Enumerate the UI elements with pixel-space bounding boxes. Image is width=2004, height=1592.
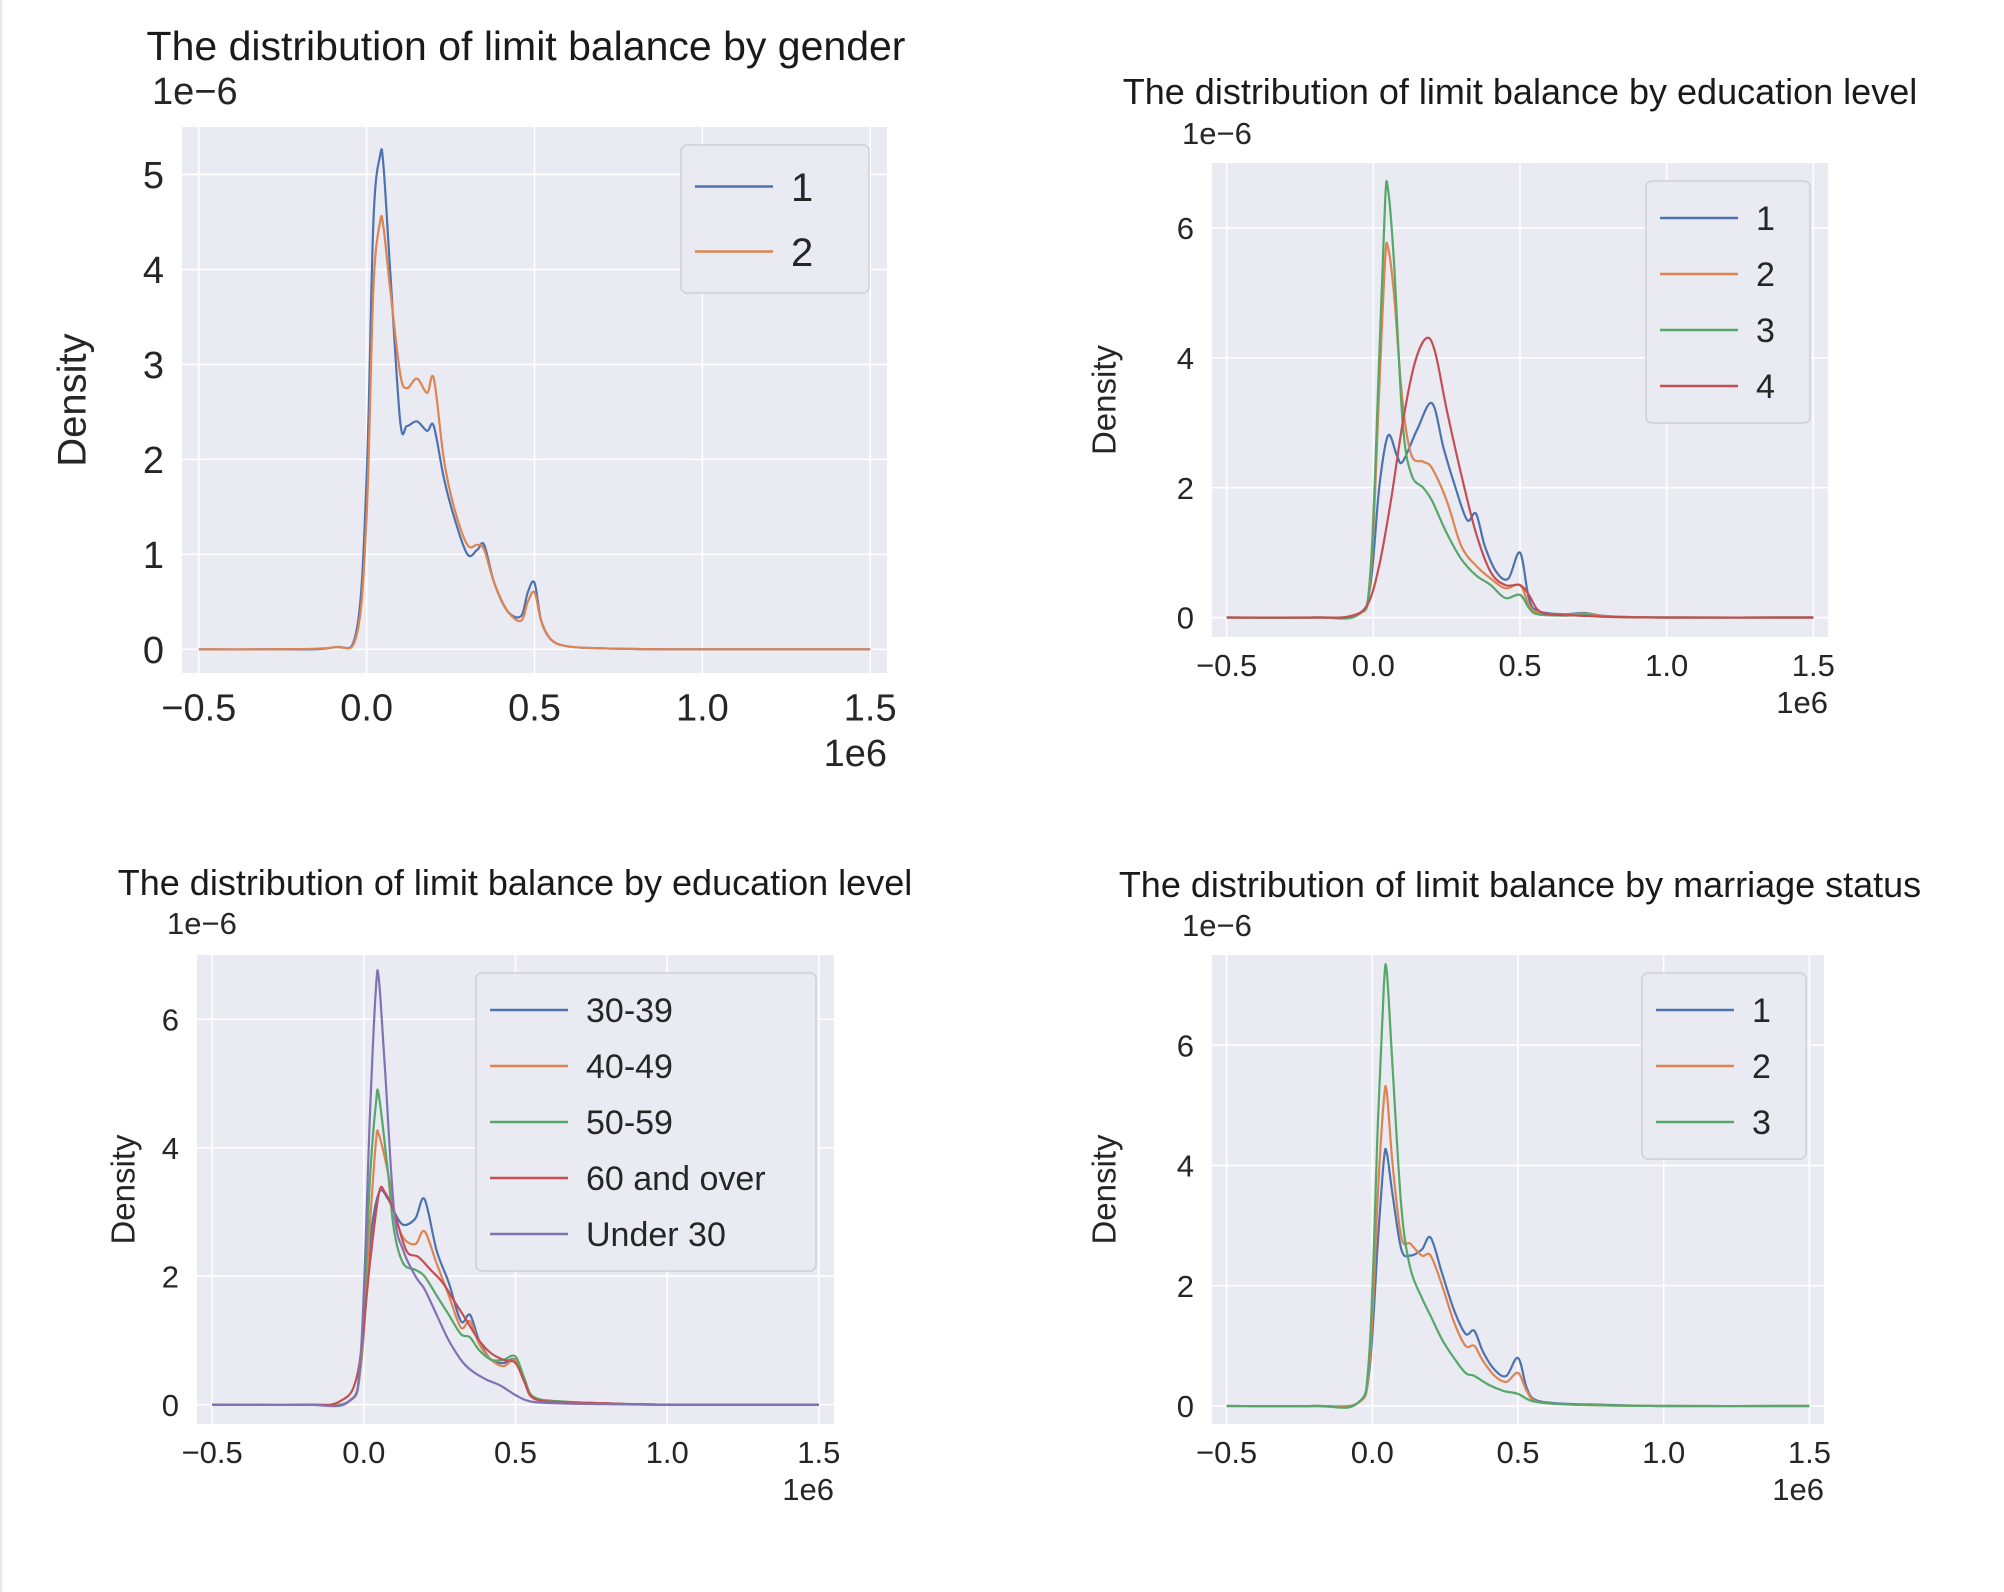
series-line-4 — [1226, 336, 1814, 619]
x-tick-label: −0.5 — [161, 688, 236, 730]
legend-label: 60 and over — [586, 1160, 766, 1198]
legend-label: 3 — [1756, 312, 1775, 350]
legend-label: 3 — [1752, 1104, 1771, 1142]
x-tick-label: 1.5 — [1788, 1435, 1831, 1470]
x-tick-label: 0.5 — [1498, 648, 1541, 683]
series-line-60-and-over — [212, 1185, 819, 1407]
x-tick-label: 1.5 — [844, 688, 897, 730]
legend-box — [680, 144, 870, 294]
y-tick-label: 4 — [143, 250, 164, 292]
y-offset-label: 1e−6 — [1182, 116, 1252, 151]
legend-box — [1645, 180, 1811, 424]
y-axis-label: Density — [1086, 1134, 1123, 1245]
legend-box — [475, 972, 817, 1272]
y-offset-label: 1e−6 — [152, 71, 238, 113]
series-line-1 — [1226, 1147, 1810, 1408]
legend-label: 2 — [1752, 1048, 1771, 1086]
chart-title: The distribution of limit balance by mar… — [1119, 864, 1921, 905]
x-offset-label: 1e6 — [782, 1472, 834, 1507]
y-axis-label: Density — [51, 333, 95, 466]
series-line-3 — [1226, 963, 1810, 1409]
y-offset-label: 1e−6 — [1182, 908, 1252, 943]
x-tick-label: 0.0 — [1351, 1435, 1394, 1470]
series-line-under-30 — [212, 969, 819, 1408]
y-tick-label: 0 — [1177, 601, 1194, 636]
series-line-2 — [198, 214, 871, 651]
y-axis-label: Density — [105, 1134, 142, 1245]
legend-label: 2 — [1756, 256, 1775, 294]
x-tick-label: 0.0 — [342, 1435, 385, 1470]
x-tick-label: 1.5 — [797, 1435, 840, 1470]
y-tick-label: 6 — [1177, 1028, 1194, 1063]
legend-label: Under 30 — [586, 1216, 726, 1254]
x-tick-label: 0.0 — [340, 688, 393, 730]
y-tick-label: 0 — [143, 630, 164, 672]
x-offset-label: 1e6 — [1776, 685, 1828, 720]
chart-4: −0.5 0.0 0.5 1.0 1.5 0 2 4 6 1e−6 1e6 The distribut… — [1086, 864, 1921, 1507]
legend: 1 2 3 — [1641, 972, 1807, 1160]
legend-label: 1 — [791, 166, 813, 210]
legend-label: 4 — [1756, 368, 1775, 406]
y-tick-label: 4 — [162, 1131, 179, 1166]
legend-label: 1 — [1752, 992, 1771, 1030]
series-line-50-59 — [212, 1088, 819, 1407]
chart-3: −0.5 0.0 0.5 1.0 1.5 0 2 4 6 1e−6 1e6 The distribut… — [105, 862, 913, 1507]
x-tick-label: −0.5 — [1196, 648, 1257, 683]
y-tick-label: 3 — [143, 345, 164, 387]
x-offset-label: 1e6 — [1772, 1472, 1824, 1507]
x-tick-label: 0.5 — [508, 688, 561, 730]
chart-title: The distribution of limit balance by gen… — [147, 23, 906, 69]
legend-label: 30-39 — [586, 992, 673, 1030]
legend-label: 1 — [1756, 200, 1775, 238]
x-tick-label: 1.5 — [1792, 648, 1835, 683]
chart-2: −0.5 0.0 0.5 1.0 1.5 0 2 4 6 1e−6 1e6 The distribut… — [1086, 71, 1918, 720]
x-tick-label: −0.5 — [1196, 1435, 1257, 1470]
y-tick-label: 2 — [1177, 471, 1194, 506]
legend: 12 — [680, 144, 870, 294]
y-tick-label: 6 — [1177, 211, 1194, 246]
x-offset-label: 1e6 — [824, 733, 887, 775]
y-tick-label: 5 — [143, 155, 164, 197]
x-tick-label: 0.5 — [494, 1435, 537, 1470]
chart-title: The distribution of limit balance by edu… — [118, 862, 912, 903]
legend-label: 2 — [791, 231, 813, 275]
legend-label: 50-59 — [586, 1104, 673, 1142]
y-tick-label: 2 — [1177, 1269, 1194, 1304]
y-tick-label: 2 — [162, 1259, 179, 1294]
legend: 30-39 40-49 50-59 60 and over Under 30 — [475, 972, 817, 1272]
y-tick-label: 2 — [143, 440, 164, 482]
chart-title: The distribution of limit balance by edu… — [1123, 71, 1917, 112]
y-tick-label: 6 — [162, 1002, 179, 1037]
y-tick-label: 1 — [143, 535, 164, 577]
x-tick-label: 0.5 — [1496, 1435, 1539, 1470]
x-tick-label: −0.5 — [182, 1435, 243, 1470]
x-tick-label: 0.0 — [1352, 648, 1395, 683]
y-tick-label: 0 — [1177, 1389, 1194, 1424]
x-tick-label: 1.0 — [646, 1435, 689, 1470]
x-tick-label: 1.0 — [676, 688, 729, 730]
y-tick-label: 0 — [162, 1388, 179, 1423]
y-offset-label: 1e−6 — [167, 906, 237, 941]
y-axis-label: Density — [1086, 344, 1123, 455]
y-tick-label: 4 — [1177, 1149, 1194, 1184]
y-tick-label: 4 — [1177, 341, 1194, 376]
x-tick-label: 1.0 — [1642, 1435, 1685, 1470]
legend-label: 40-49 — [586, 1048, 673, 1086]
x-tick-label: 1.0 — [1645, 648, 1688, 683]
legend: 1 2 3 4 — [1645, 180, 1811, 424]
